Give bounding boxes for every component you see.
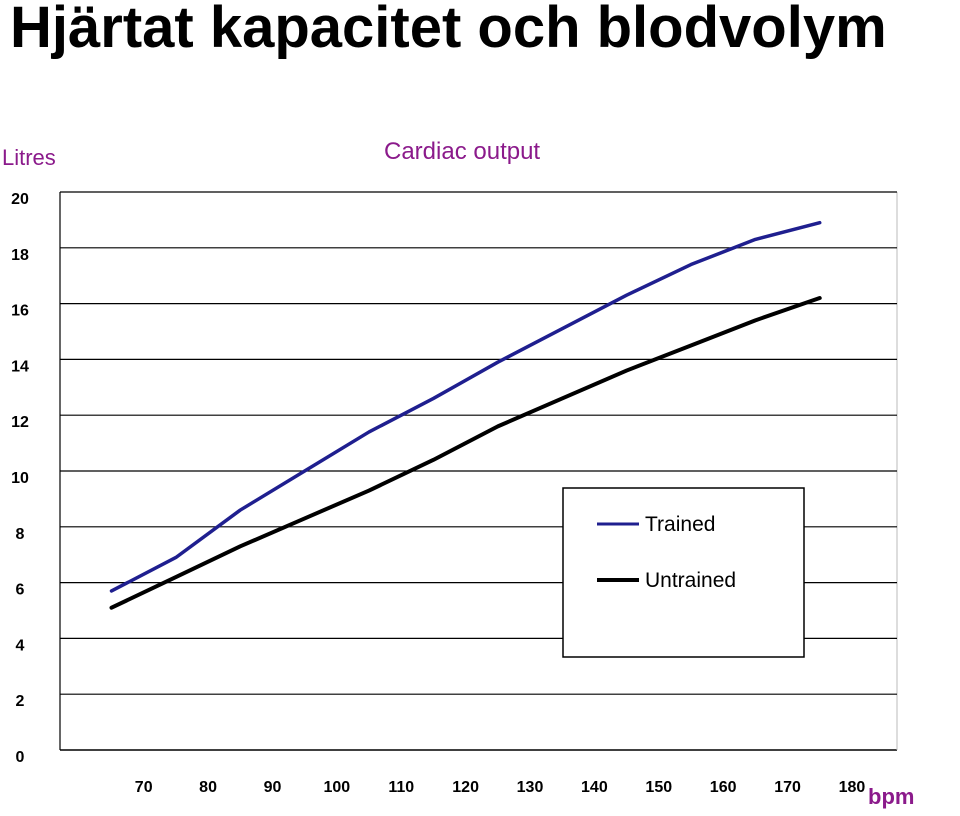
x-tick-label: 160 (710, 779, 737, 796)
slide-title: Hjärtat kapacitet och blodvolym (10, 0, 887, 60)
y-axis-label: Litres (2, 145, 56, 170)
x-tick-label: 140 (581, 779, 608, 796)
y-tick-label: 0 (16, 749, 25, 766)
x-axis-label: bpm (868, 784, 915, 809)
chart-title: Cardiac output (384, 138, 541, 165)
x-tick-label: 100 (324, 779, 351, 796)
y-tick-label: 8 (16, 526, 25, 543)
x-tick-label: 150 (645, 779, 672, 796)
y-tick-label: 10 (11, 470, 29, 487)
y-tick-label: 16 (11, 303, 29, 320)
x-tick-label: 120 (452, 779, 479, 796)
y-tick-label: 6 (16, 582, 25, 599)
x-tick-label: 130 (517, 779, 544, 796)
x-tick-label: 180 (839, 779, 866, 796)
x-tick-label: 110 (388, 779, 414, 796)
x-tick-label: 90 (264, 779, 282, 796)
y-tick-label: 12 (11, 414, 29, 431)
y-tick-label: 2 (16, 693, 25, 710)
y-tick-label: 18 (11, 247, 29, 264)
legend-box (562, 487, 805, 658)
x-tick-label: 70 (135, 779, 153, 796)
x-tick-label: 80 (199, 779, 217, 796)
series-line-trained (109, 220, 822, 593)
y-tick-label: 4 (16, 637, 25, 654)
series-line-untrained (109, 296, 822, 610)
x-tick-label: 170 (774, 779, 801, 796)
legend-label-trained: Trained (645, 513, 715, 536)
y-tick-label: 14 (11, 358, 29, 375)
legend-label-untrained: Untrained (645, 569, 736, 592)
y-tick-label: 20 (11, 191, 29, 208)
